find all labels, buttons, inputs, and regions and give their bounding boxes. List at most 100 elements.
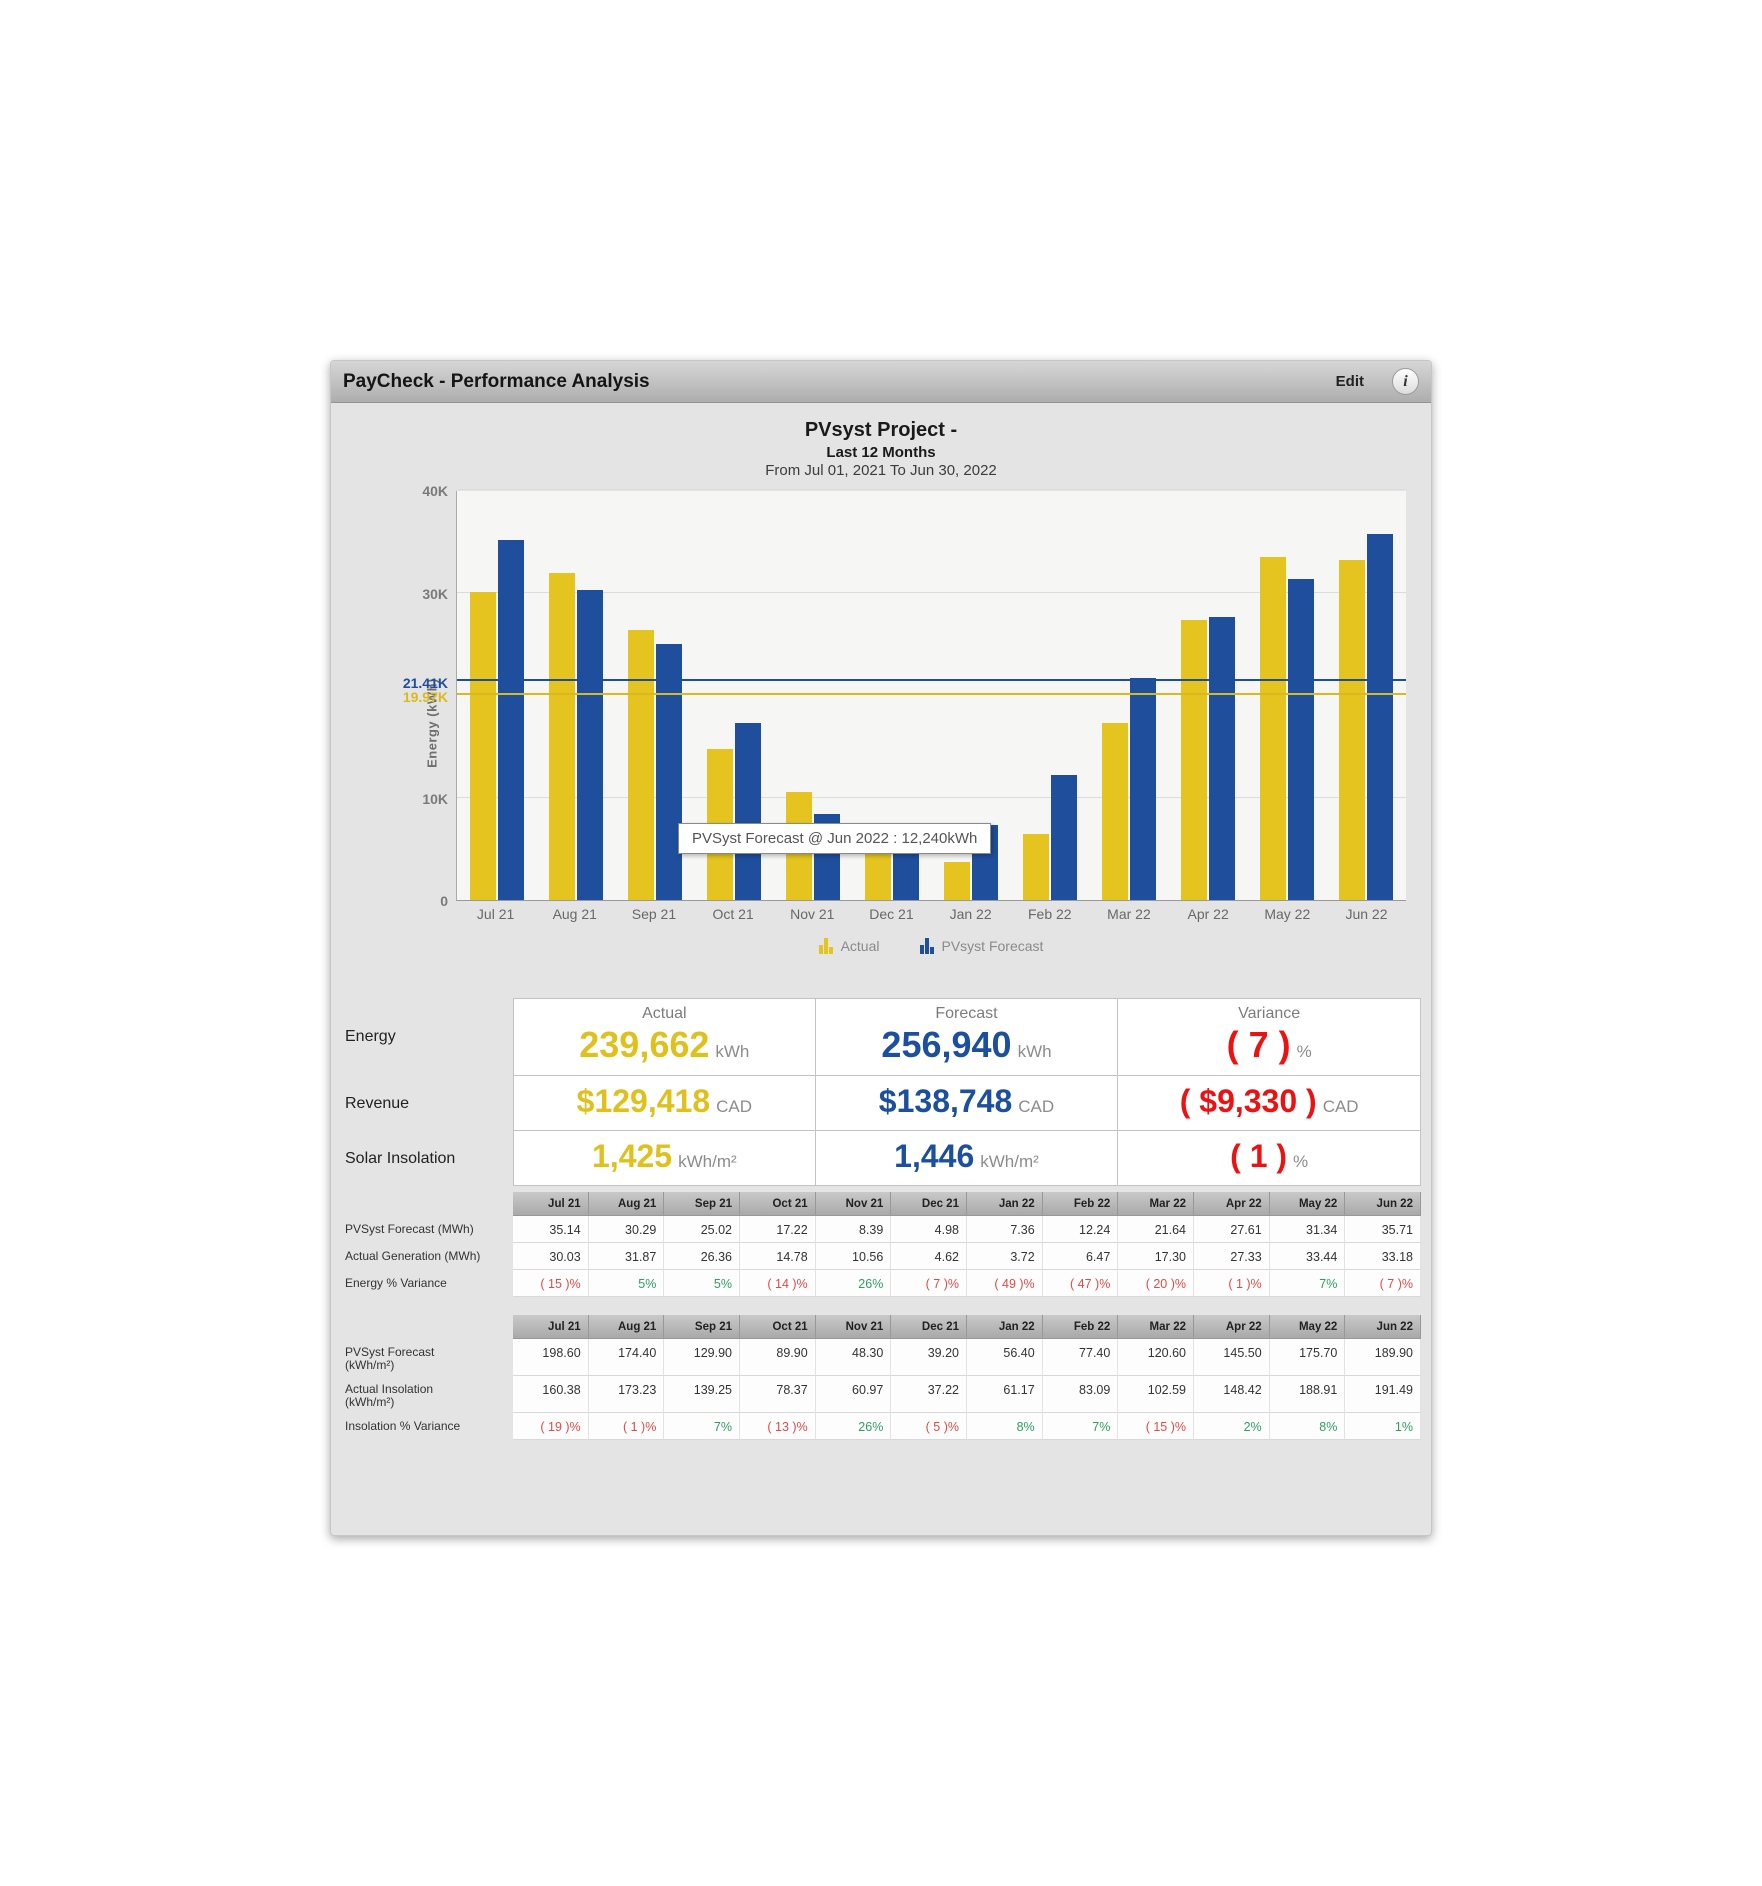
bar-pvsyst-forecast[interactable] <box>1209 617 1236 900</box>
table-cell: ( 20 )% <box>1118 1270 1194 1297</box>
summary-value: ( 7 ) <box>1226 1024 1291 1065</box>
month-header: Jun 22 <box>1345 1192 1421 1216</box>
month-header: Mar 22 <box>1118 1315 1194 1339</box>
bar-actual[interactable] <box>1181 620 1208 900</box>
bar-actual[interactable] <box>1102 723 1129 900</box>
gridline <box>457 489 1406 490</box>
table-cell: 33.44 <box>1269 1243 1346 1270</box>
table-cell: 188.91 <box>1269 1376 1346 1413</box>
legend-label: PVsyst Forecast <box>941 938 1044 954</box>
y-tick-label: 30K <box>422 585 448 602</box>
month-header: Nov 21 <box>815 1192 892 1216</box>
bar-actual[interactable] <box>1260 557 1287 900</box>
table-row-label: Actual Generation (MWh) <box>345 1249 481 1263</box>
table-cell: 4.98 <box>891 1216 967 1243</box>
month-header: Aug 21 <box>588 1192 665 1216</box>
table-cell: 37.22 <box>891 1376 967 1413</box>
table-cell: 26.36 <box>664 1243 740 1270</box>
bar-group-mar-22 <box>1090 491 1169 900</box>
month-header: Nov 21 <box>815 1315 892 1339</box>
x-axis-labels: Jul 21 Aug 21 Sep 21 Oct 21 Nov 21 Dec 21 Jan … <box>456 906 1406 922</box>
summary-value: ( $9,330 ) <box>1179 1083 1317 1119</box>
reference-label: 21.41K <box>402 674 448 691</box>
table-cell: 1% <box>1345 1413 1421 1440</box>
summary-cell: ( 1 )% <box>1118 1131 1421 1186</box>
table-cell: 27.33 <box>1193 1243 1270 1270</box>
info-icon[interactable]: i <box>1392 368 1419 395</box>
table-cell: ( 19 )% <box>513 1413 589 1440</box>
chart-title: PVsyst Project - <box>804 419 958 441</box>
bar-pvsyst-forecast[interactable] <box>1130 678 1157 900</box>
month-header: Oct 21 <box>739 1192 816 1216</box>
bar-actual[interactable] <box>627 630 654 900</box>
summary-cell: ( $9,330 ) CAD <box>1118 1076 1421 1131</box>
summary-cell: 1,425 kWh/m² <box>513 1131 816 1186</box>
bar-group-sep-21 <box>615 491 694 900</box>
summary-table: Energy Actual 239,662 kWh Forecast 256,940 kWh… <box>341 998 1421 1186</box>
bar-actual[interactable] <box>1339 560 1366 900</box>
table-cell: ( 47 )% <box>1042 1270 1119 1297</box>
x-tick-label: Mar 22 <box>1107 906 1151 922</box>
summary-row-label: Revenue <box>345 1094 410 1112</box>
y-tick-label: 10K <box>422 790 448 807</box>
month-header: May 22 <box>1269 1192 1346 1216</box>
bar-actual[interactable] <box>548 573 575 900</box>
bar-chart-plot: PVSyst Forecast @ Jun 2022 : 12,240kWh <box>456 489 1406 901</box>
bar-pvsyst-forecast[interactable] <box>1367 534 1394 900</box>
bar-actual[interactable] <box>469 592 496 900</box>
bar-pvsyst-forecast[interactable] <box>1051 775 1078 900</box>
bar-pvsyst-forecast[interactable] <box>497 540 524 900</box>
summary-row-label: Solar Insolation <box>345 1149 456 1167</box>
chart-tooltip: PVSyst Forecast @ Jun 2022 : 12,240kWh <box>678 823 992 854</box>
bar-pvsyst-forecast[interactable] <box>655 644 682 900</box>
month-header: Mar 22 <box>1118 1192 1194 1216</box>
table-cell: 129.90 <box>664 1339 740 1376</box>
edit-button[interactable]: Edit <box>1335 373 1364 390</box>
bar-pvsyst-forecast[interactable] <box>1288 579 1315 900</box>
month-header: May 22 <box>1269 1315 1346 1339</box>
table-cell: 77.40 <box>1042 1339 1119 1376</box>
month-header: Feb 22 <box>1042 1315 1119 1339</box>
table-cell: 7% <box>664 1413 740 1440</box>
table-cell: ( 7 )% <box>1345 1270 1421 1297</box>
summary-unit: CAD <box>1018 1097 1055 1116</box>
x-tick-label: Jan 22 <box>949 906 992 922</box>
table-cell: 31.34 <box>1269 1216 1346 1243</box>
summary-value: 239,662 <box>579 1024 710 1065</box>
bar-pvsyst-forecast[interactable] <box>734 723 761 900</box>
x-tick-label: Feb 22 <box>1027 906 1072 922</box>
x-tick-label: Nov 21 <box>790 906 835 922</box>
summary-cell: $138,748 CAD <box>815 1076 1119 1131</box>
bar-actual[interactable] <box>944 862 970 900</box>
bar-pvsyst-forecast[interactable] <box>576 590 603 900</box>
legend-item-pvsyst-forecast[interactable]: PVsyst Forecast <box>919 938 1044 954</box>
summary-cell: Forecast 256,940 kWh <box>815 998 1119 1076</box>
table-cell: 21.64 <box>1118 1216 1194 1243</box>
summary-value: 1,425 <box>592 1138 673 1174</box>
table-cell: ( 1 )% <box>1193 1270 1270 1297</box>
table-row-label: PVSyst Forecast (MWh) <box>345 1222 474 1236</box>
month-header: Apr 22 <box>1193 1315 1270 1339</box>
y-axis-title: Energy (kWh) <box>424 677 440 768</box>
table-cell: 48.30 <box>815 1339 892 1376</box>
bar-actual[interactable] <box>864 853 891 900</box>
chart-period: From Jul 01, 2021 To Jun 30, 2022 <box>765 462 997 479</box>
table-cell: 175.70 <box>1269 1339 1346 1376</box>
bar-pvsyst-forecast[interactable] <box>892 849 919 900</box>
summary-unit: % <box>1293 1152 1309 1171</box>
table-cell: 8.39 <box>815 1216 892 1243</box>
table-cell: 30.03 <box>513 1243 589 1270</box>
summary-value: 1,446 <box>894 1138 975 1174</box>
table-cell: 6.47 <box>1042 1243 1119 1270</box>
table-cell: ( 15 )% <box>513 1270 589 1297</box>
bar-actual[interactable] <box>1023 834 1050 900</box>
month-header: Sep 21 <box>664 1192 740 1216</box>
legend-item-actual[interactable]: Actual <box>818 938 880 954</box>
table-cell: 102.59 <box>1118 1376 1194 1413</box>
table-cell: 174.40 <box>588 1339 665 1376</box>
energy-monthly-table: Jul 21 Aug 21 Sep 21 Oct 21 Nov 21 Dec 21 Jan … <box>341 1192 1421 1297</box>
reference-label: 19.97K <box>402 689 448 706</box>
x-tick-label: May 22 <box>1264 906 1311 922</box>
table-cell: 31.87 <box>588 1243 665 1270</box>
table-cell: 33.18 <box>1345 1243 1421 1270</box>
